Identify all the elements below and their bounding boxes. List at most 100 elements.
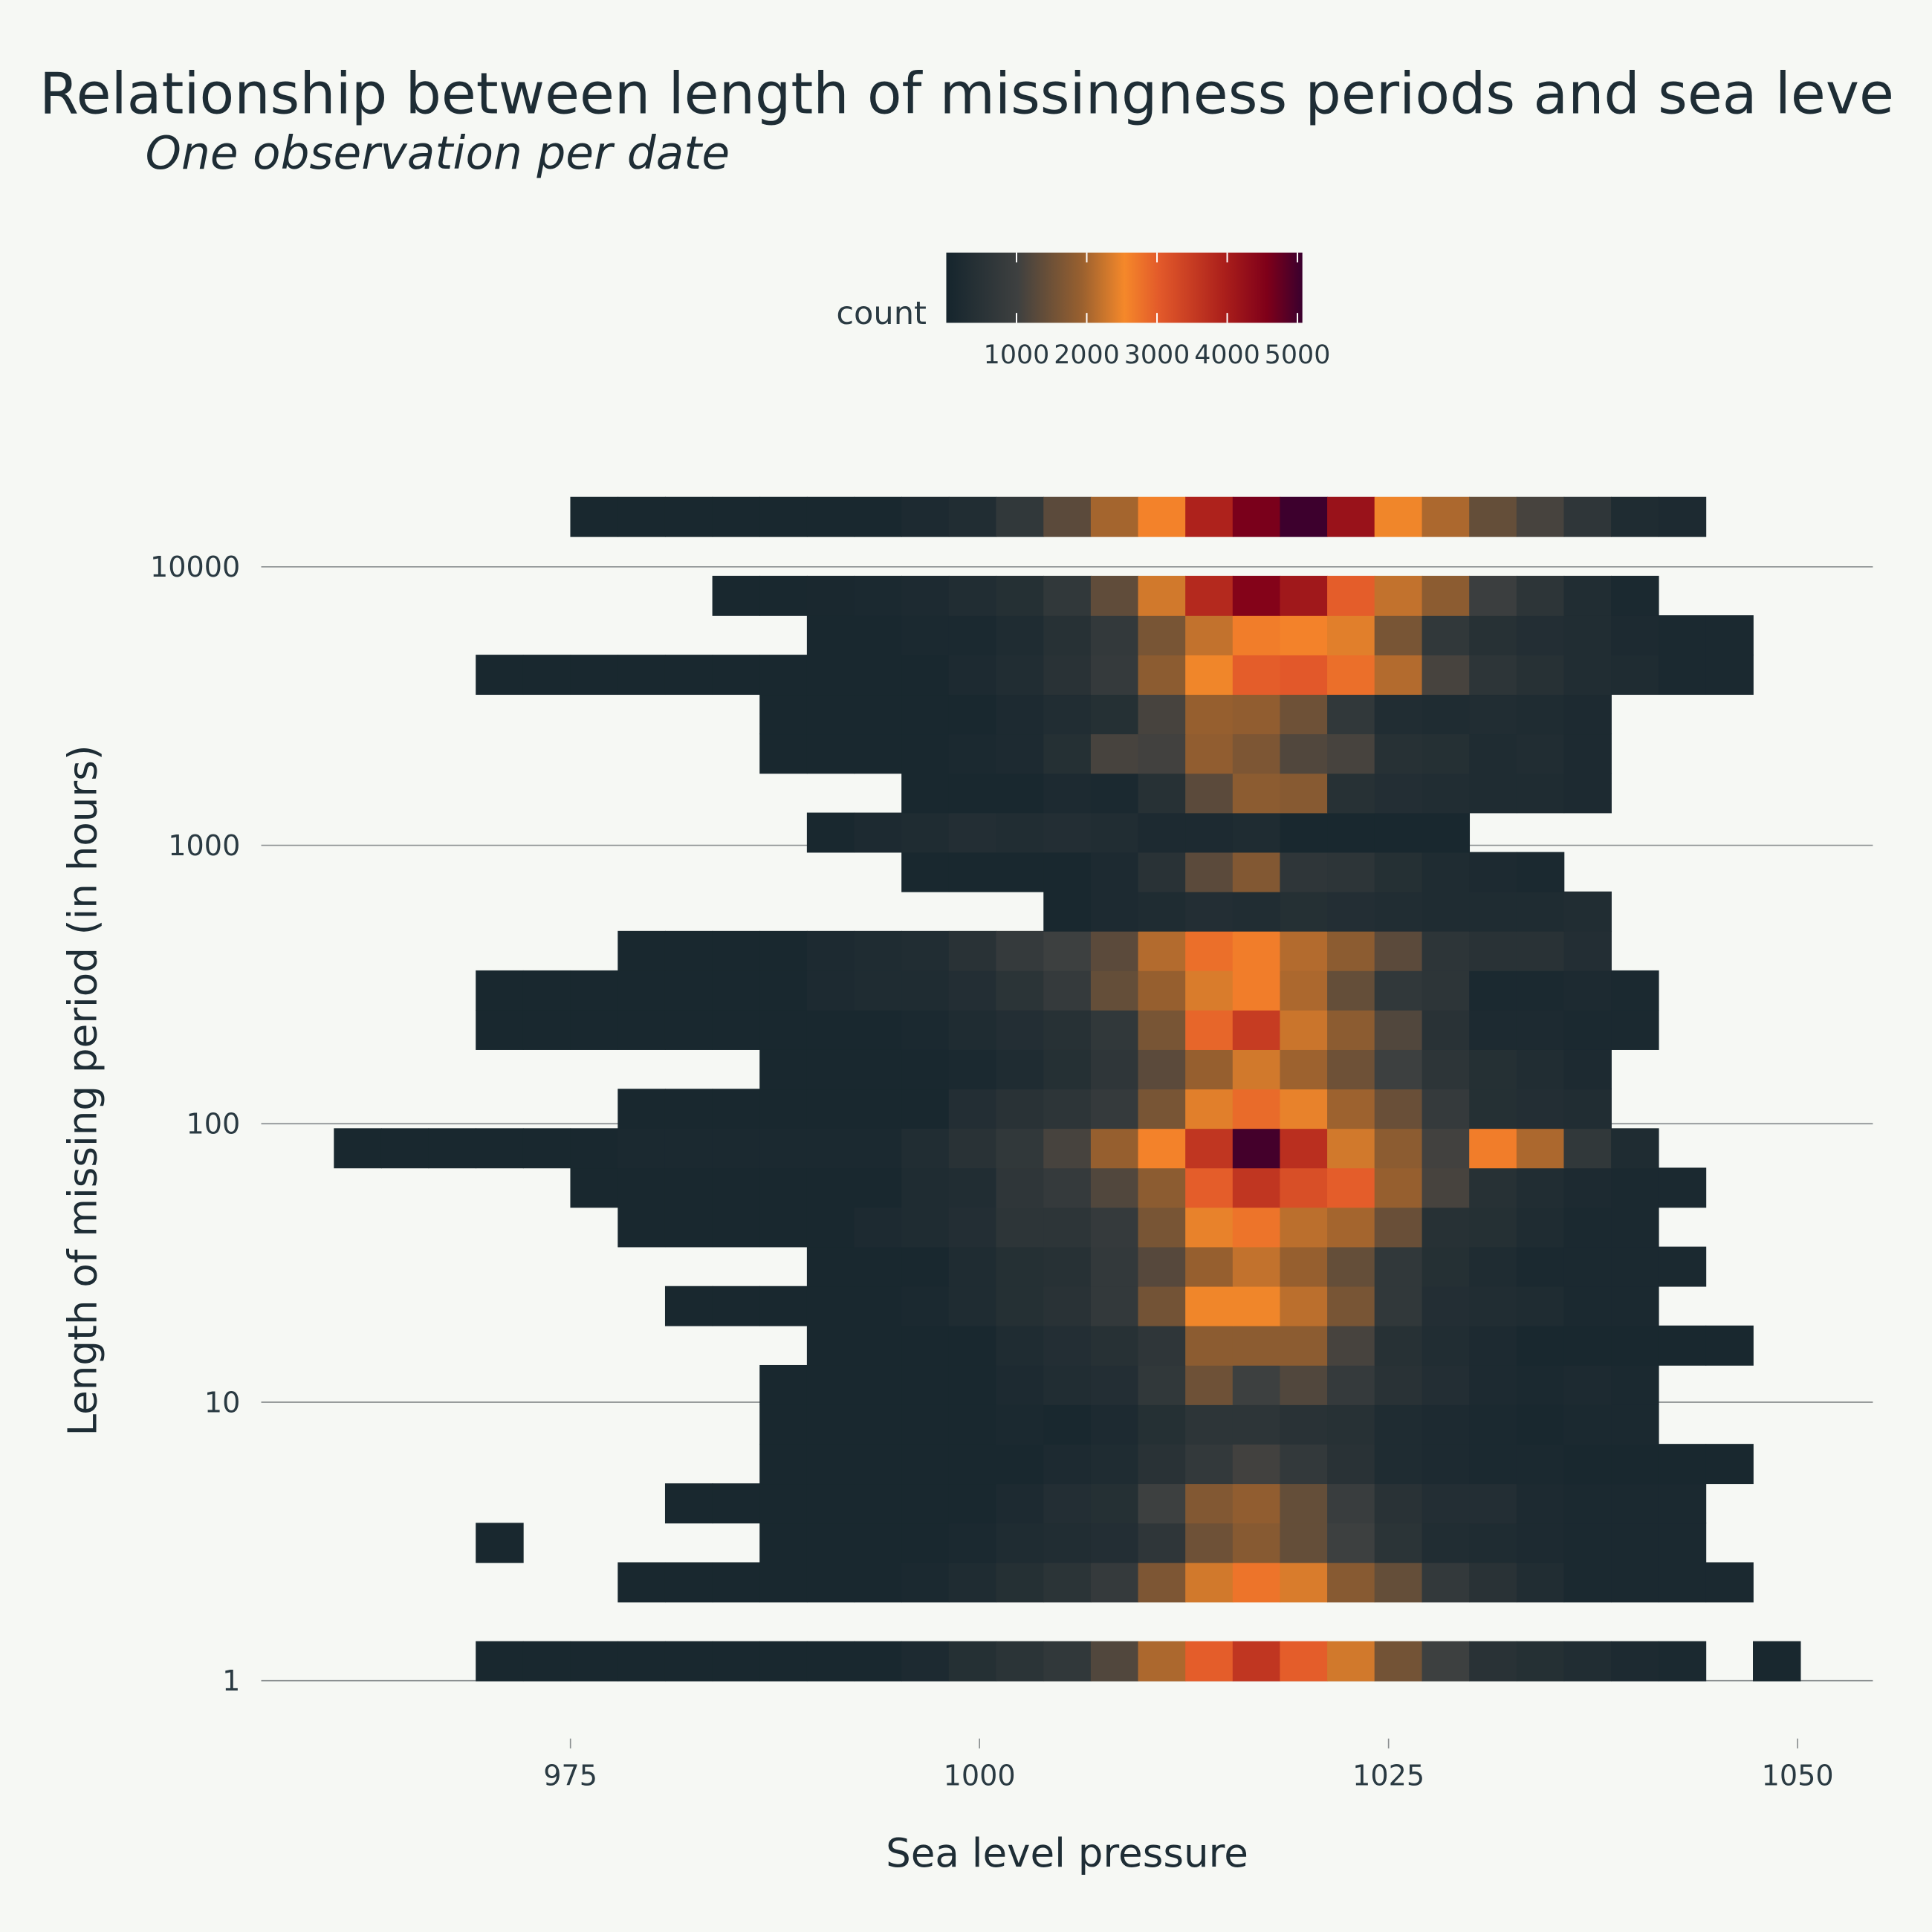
heatmap-cell <box>854 930 902 971</box>
heatmap-cell <box>1516 575 1565 616</box>
heatmap-cell <box>570 970 619 1011</box>
heatmap-cell <box>1043 1167 1092 1208</box>
heatmap-cell <box>1469 1207 1517 1248</box>
heatmap-cell <box>806 1167 855 1208</box>
heatmap-cell <box>1138 1562 1186 1603</box>
heatmap-cell <box>1563 970 1612 1011</box>
heatmap-cell <box>806 1483 855 1524</box>
heatmap-cell <box>759 930 808 971</box>
heatmap-cell <box>1090 970 1139 1011</box>
heatmap-cell <box>664 1207 713 1248</box>
heatmap-cell <box>901 1404 950 1445</box>
heatmap-cell <box>476 1128 524 1169</box>
heatmap-cell <box>1138 733 1186 774</box>
heatmap-cell <box>759 496 808 537</box>
heatmap-cell <box>1422 1641 1471 1682</box>
heatmap-cell <box>759 733 808 774</box>
heatmap-cell <box>1516 930 1565 971</box>
y-tick-label: 10 <box>204 1386 241 1419</box>
heatmap-cell <box>1280 615 1328 655</box>
heatmap-cell <box>1469 930 1517 971</box>
heatmap-cell <box>1469 575 1517 616</box>
x-axis-title: Sea level pressure <box>886 1830 1248 1876</box>
heatmap-cell <box>1280 1364 1328 1405</box>
heatmap-cell <box>1090 1089 1139 1129</box>
heatmap-cell <box>1327 575 1375 616</box>
heatmap-cell <box>476 1523 524 1563</box>
heatmap-cell <box>1658 615 1707 655</box>
heatmap-cell <box>1185 1562 1234 1603</box>
heatmap-cell <box>1090 1562 1139 1603</box>
heatmap-cell <box>948 1483 997 1524</box>
heatmap-cell <box>1374 1010 1423 1050</box>
heatmap-cell <box>712 496 761 537</box>
heatmap-cell <box>948 1562 997 1603</box>
heatmap-cell <box>1563 1523 1612 1563</box>
heatmap-cell <box>1043 1286 1092 1326</box>
heatmap-cell <box>901 812 950 853</box>
heatmap-cell <box>1469 733 1517 774</box>
heatmap-cell <box>1090 1325 1139 1366</box>
heatmap-cell <box>1422 891 1471 932</box>
heatmap-cell <box>476 1010 524 1050</box>
heatmap-cell <box>948 694 997 735</box>
heatmap-cell <box>617 1089 666 1129</box>
heatmap-cell <box>996 1049 1045 1090</box>
heatmap-cell <box>1280 1562 1328 1603</box>
heatmap-cell <box>476 970 524 1011</box>
heatmap-cell <box>1327 655 1375 696</box>
heatmap-cell <box>1611 1128 1659 1169</box>
heatmap-cell <box>570 1641 619 1682</box>
heatmap-cell <box>1138 1364 1186 1405</box>
heatmap-cell <box>1469 496 1517 537</box>
heatmap-cell <box>1611 1246 1659 1287</box>
heatmap-cell <box>901 1364 950 1405</box>
heatmap-cell <box>759 1167 808 1208</box>
heatmap-cell <box>948 1207 997 1248</box>
heatmap-cell <box>1280 1325 1328 1366</box>
heatmap-cell <box>1043 1089 1092 1129</box>
heatmap-cell <box>1232 1325 1281 1366</box>
heatmap-cell <box>1138 1010 1186 1050</box>
heatmap-cell <box>1658 1483 1707 1524</box>
heatmap-cell <box>1185 733 1234 774</box>
heatmap-cell <box>1611 1404 1659 1445</box>
heatmap-cell <box>1611 496 1659 537</box>
heatmap-cell <box>806 1049 855 1090</box>
heatmap-cell <box>1185 852 1234 892</box>
heatmap-cell <box>1327 1483 1375 1524</box>
heatmap-cell <box>901 1128 950 1169</box>
heatmap-cell <box>1043 1641 1092 1682</box>
heatmap-cell <box>570 655 619 696</box>
heatmap-cell <box>1043 852 1092 892</box>
heatmap-cell <box>1138 930 1186 971</box>
heatmap-cell <box>1516 1404 1565 1445</box>
heatmap-cell <box>1469 1483 1517 1524</box>
heatmap-cell <box>759 1049 808 1090</box>
heatmap-cell <box>712 1483 761 1524</box>
heatmap-cell <box>1327 1286 1375 1326</box>
heatmap-cell <box>1138 655 1186 696</box>
heatmap-cell <box>1705 1444 1754 1485</box>
heatmap-cell <box>617 1641 666 1682</box>
heatmap-cell <box>759 1364 808 1405</box>
heatmap-cell <box>759 575 808 616</box>
heatmap-cell <box>1043 655 1092 696</box>
heatmap-cell <box>806 615 855 655</box>
heatmap-cell <box>1138 1444 1186 1485</box>
heatmap-cell <box>996 1286 1045 1326</box>
heatmap-cell <box>901 930 950 971</box>
heatmap-cell <box>1705 1562 1754 1603</box>
heatmap-cell <box>1090 1010 1139 1050</box>
heatmap-cell <box>1090 1246 1139 1287</box>
heatmap-cell <box>570 1010 619 1050</box>
heatmap-cell <box>901 1049 950 1090</box>
heatmap-cell <box>901 575 950 616</box>
heatmap-cell <box>948 970 997 1011</box>
heatmap-cell <box>1185 1641 1234 1682</box>
heatmap-cell <box>1327 615 1375 655</box>
heatmap-cell <box>1563 1562 1612 1603</box>
heatmap-cell <box>1563 694 1612 735</box>
heatmap-cell <box>1563 1286 1612 1326</box>
heatmap-cell <box>854 1523 902 1563</box>
